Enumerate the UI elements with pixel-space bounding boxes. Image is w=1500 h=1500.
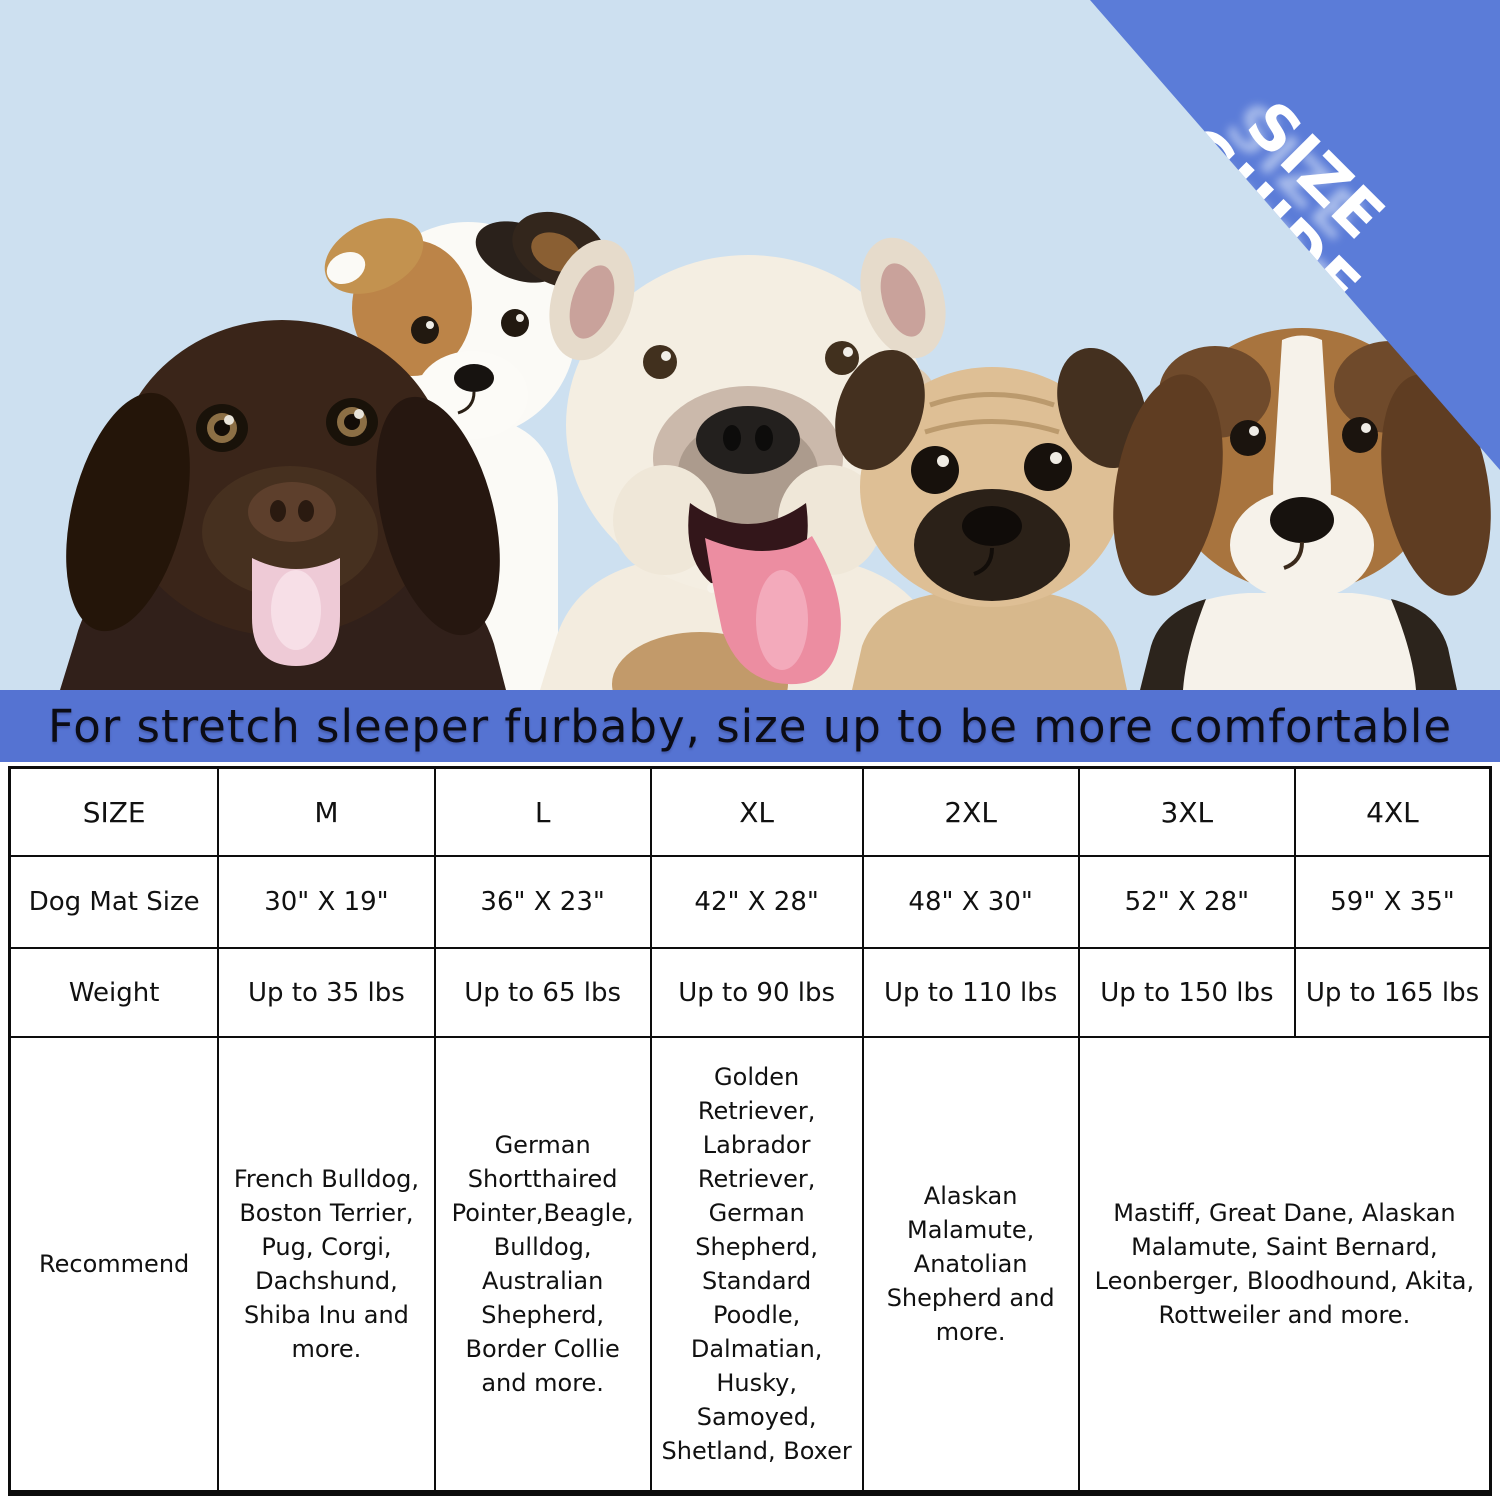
cell-weight-4xl: Up to 165 lbs <box>1293 947 1492 1038</box>
header-cell-m: M <box>217 766 436 857</box>
size-table-wrap: SIZE M L XL 2XL 3XL 4XL Dog Mat Size 30"… <box>0 762 1500 1496</box>
chocolate-labrador-puppy-illustration <box>60 320 506 690</box>
cell-recommend-l: German Shortthaired Pointer,Beagle, Bull… <box>433 1036 652 1494</box>
row-label-mat-size: Dog Mat Size <box>8 855 220 949</box>
cell-recommend-2xl: Alaskan Malamute, Anatolian Shepherd and… <box>861 1036 1080 1494</box>
size-table: SIZE M L XL 2XL 3XL 4XL Dog Mat Size 30"… <box>8 766 1492 1496</box>
table-row-recommend: Recommend French Bulldog, Boston Terrier… <box>8 1036 1492 1494</box>
cell-weight-l: Up to 65 lbs <box>433 947 652 1038</box>
dogs-illustration <box>60 211 1491 690</box>
hero-photo-area: SIZE GUIDE <box>0 0 1500 690</box>
cell-weight-2xl: Up to 110 lbs <box>861 947 1080 1038</box>
cell-mat-xl: 42" X 28" <box>649 855 864 949</box>
cell-mat-m: 30" X 19" <box>217 855 436 949</box>
table-header-row: SIZE M L XL 2XL 3XL 4XL <box>8 766 1492 857</box>
cell-recommend-xl: Golden Retriever, Labrador Retriever, Ge… <box>649 1036 864 1494</box>
header-cell-4xl: 4XL <box>1293 766 1492 857</box>
pug-puppy-illustration <box>835 347 1147 690</box>
row-label-weight: Weight <box>8 947 220 1038</box>
row-label-recommend: Recommend <box>8 1036 220 1494</box>
cell-mat-2xl: 48" X 30" <box>861 855 1080 949</box>
cell-mat-4xl: 59" X 35" <box>1293 855 1492 949</box>
cell-recommend-m: French Bulldog, Boston Terrier, Pug, Cor… <box>217 1036 436 1494</box>
cell-weight-3xl: Up to 150 lbs <box>1077 947 1296 1038</box>
cell-weight-m: Up to 35 lbs <box>217 947 436 1038</box>
header-cell-3xl: 3XL <box>1077 766 1296 857</box>
table-row-weight: Weight Up to 35 lbs Up to 65 lbs Up to 9… <box>8 947 1492 1038</box>
banner-text: For stretch sleeper furbaby, size up to … <box>47 699 1453 753</box>
cell-weight-xl: Up to 90 lbs <box>649 947 864 1038</box>
header-cell-size: SIZE <box>8 766 220 857</box>
cell-mat-3xl: 52" X 28" <box>1077 855 1296 949</box>
cell-mat-l: 36" X 23" <box>433 855 652 949</box>
cell-recommend-3xl-4xl: Mastiff, Great Dane, Alaskan Malamute, S… <box>1077 1036 1492 1494</box>
beagle-puppy-illustration <box>1113 328 1491 690</box>
table-row-mat-size: Dog Mat Size 30" X 19" 36" X 23" 42" X 2… <box>8 855 1492 949</box>
header-cell-2xl: 2XL <box>861 766 1080 857</box>
banner: For stretch sleeper furbaby, size up to … <box>0 690 1500 762</box>
english-bulldog-puppy-illustration <box>540 237 951 690</box>
header-cell-l: L <box>433 766 652 857</box>
header-cell-xl: XL <box>649 766 864 857</box>
